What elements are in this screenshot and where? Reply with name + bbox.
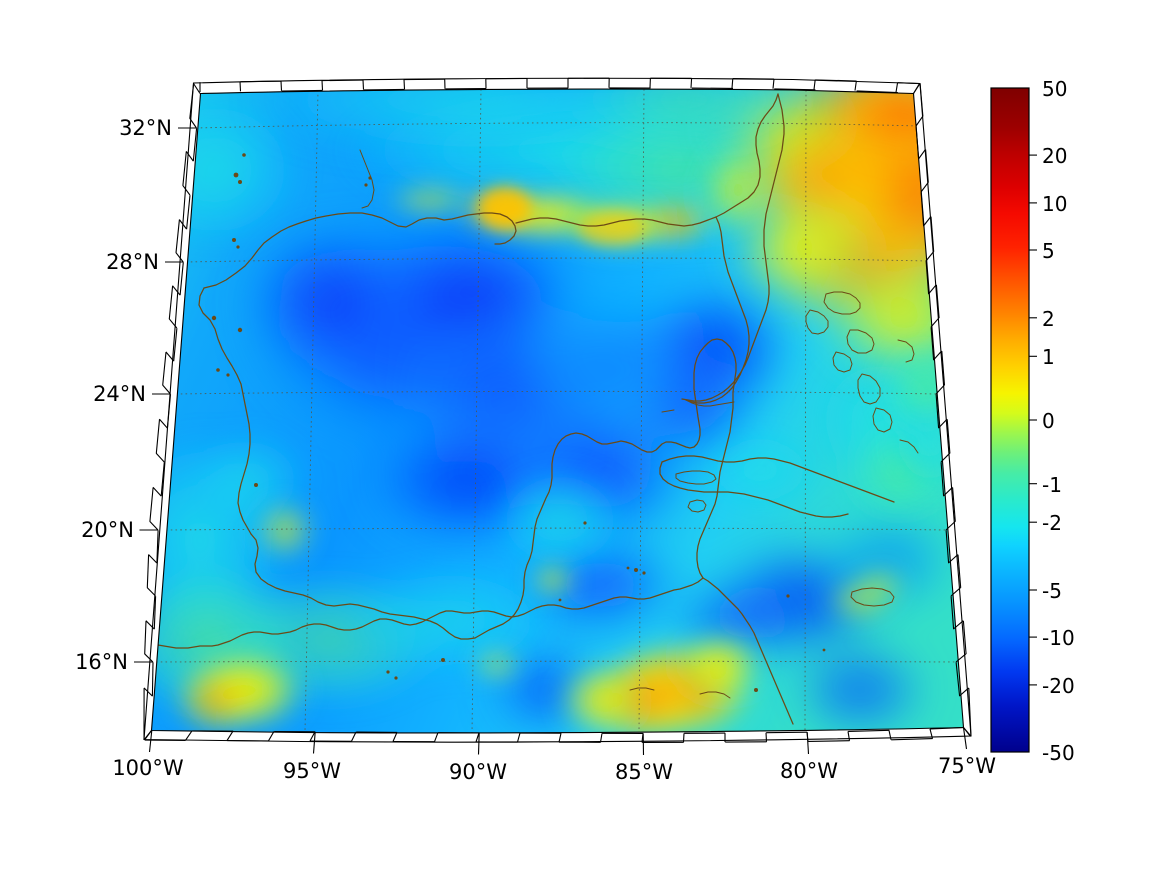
colorbar-tick-label-50: 50	[1042, 77, 1067, 101]
colorbar-gradient	[990, 87, 1030, 753]
colorbar-tick-label-0: 0	[1042, 409, 1055, 433]
colorbar-tick-label-20: 20	[1042, 144, 1067, 168]
lat-tick-label-16n: 16°N	[75, 650, 128, 674]
frame-ticks-right	[913, 83, 972, 737]
frame-ticks-left	[143, 83, 201, 741]
colorbar-tick-label-10: 10	[1042, 192, 1067, 216]
map-data-field	[151, 89, 964, 733]
coastlines	[151, 93, 919, 725]
lon-tick-label-75w: 75°W	[938, 754, 996, 778]
colorbar-tick-label-neg5: -5	[1042, 579, 1062, 603]
latitude-tick-labels: 32°N 28°N 24°N 20°N 16°N	[75, 116, 197, 674]
lon-tick-label-95w: 95°W	[283, 759, 341, 783]
map-frame	[143, 77, 972, 743]
colorbar-tick-label-2: 2	[1042, 307, 1055, 331]
colorbar-tick-label-1: 1	[1042, 345, 1055, 369]
colorbar-tick-label-neg20: -20	[1042, 674, 1075, 698]
colorbar-ticks	[1029, 154, 1037, 686]
lon-tick-label-100w: 100°W	[112, 756, 184, 780]
frame-ticks-top	[199, 77, 920, 94]
lat-tick-label-24n: 24°N	[93, 382, 146, 406]
lat-tick-label-32n: 32°N	[119, 116, 172, 140]
lat-tick-label-28n: 28°N	[106, 250, 159, 274]
colorbar[interactable]: 50 20 10 5 2 1 0 -1 -2 -5 -10 -20 -50	[990, 77, 1075, 765]
longitude-tick-labels: 100°W 95°W 90°W 85°W 80°W 75°W	[112, 727, 996, 784]
colorbar-tick-label-neg1: -1	[1042, 473, 1062, 497]
lat-tick-label-20n: 20°N	[81, 518, 134, 542]
lon-tick-label-85w: 85°W	[615, 760, 673, 784]
colorbar-tick-label-neg10: -10	[1042, 626, 1075, 650]
colorbar-tick-label-neg2: -2	[1042, 511, 1062, 535]
colorbar-tick-label-5: 5	[1042, 239, 1055, 263]
lon-tick-label-80w: 80°W	[780, 759, 838, 783]
colorbar-tick-label-neg50: -50	[1042, 741, 1075, 765]
lon-tick-label-90w: 90°W	[449, 760, 507, 784]
